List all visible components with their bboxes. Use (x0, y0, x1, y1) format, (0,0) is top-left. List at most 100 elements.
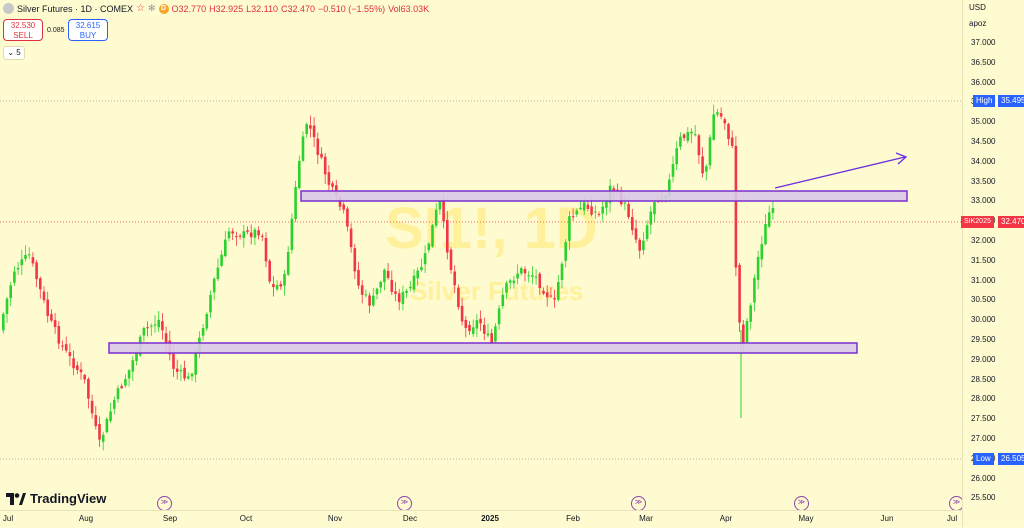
candle-body (2, 313, 5, 331)
candle-body (305, 124, 308, 135)
candle-body (675, 148, 678, 165)
candle-body (497, 308, 501, 325)
jump-icon[interactable]: ≫ (157, 496, 172, 510)
sell-button[interactable]: 32.530 SELL (3, 19, 43, 41)
candle-body (331, 183, 334, 187)
price-axis[interactable]: USD apoz 37.00036.50036.00035.50035.0003… (961, 0, 1024, 527)
jump-icon[interactable]: ≫ (397, 496, 412, 510)
candle-body (397, 293, 401, 303)
candle-body (390, 279, 394, 292)
price-tick-label: 27.500 (971, 414, 996, 424)
chart-area[interactable]: SI1!, 1D Silver Futures Silver Futures ·… (0, 0, 962, 510)
time-axis[interactable]: Jul Aug Sep Oct Nov Dec 2025 Feb Mar Apr May Jun Jul (0, 510, 962, 528)
candle-body (601, 206, 604, 214)
candle-body (290, 218, 294, 250)
ohlc-close: C32.470 (280, 3, 316, 14)
candle-body (61, 345, 64, 347)
buy-price: 32.615 (75, 21, 101, 30)
candle-body (412, 275, 416, 290)
ohlc-high: H32.925 (209, 3, 244, 14)
candle-body (224, 239, 227, 257)
last-price-tag: 32.470 (998, 216, 1024, 228)
candle-body (553, 297, 556, 300)
price-tick-label: 28.500 (971, 374, 996, 384)
price-tick-label: 33.500 (971, 176, 996, 186)
candle-body (712, 114, 715, 140)
time-tick-label: Nov (327, 514, 343, 523)
candle-body (272, 284, 275, 288)
candle-body (420, 267, 423, 270)
candle-body (172, 353, 175, 369)
symbol-title[interactable]: Silver Futures · 1D · COMEX (17, 3, 134, 14)
candle-body (727, 123, 730, 140)
candle-body (64, 344, 68, 351)
candle-body (90, 400, 94, 414)
time-tick-label: Jul (946, 514, 958, 523)
candle-body (745, 321, 749, 343)
candle-body (5, 298, 9, 314)
candle-body (212, 278, 216, 293)
candle-body (346, 208, 349, 227)
candle-body (216, 267, 220, 280)
candle-body (723, 119, 727, 124)
delayed-badge[interactable]: D (158, 3, 169, 14)
candle-body (268, 260, 271, 282)
candle-body (730, 137, 734, 147)
candle-body (238, 235, 242, 237)
candle-body (46, 299, 49, 316)
price-tick-label: 34.000 (971, 156, 996, 166)
candle-body (113, 399, 116, 409)
candle-body (760, 244, 764, 260)
high-tag-label: High (973, 95, 996, 107)
candle-body (468, 324, 471, 332)
price-tick-label: 28.000 (971, 394, 996, 404)
candle-body (734, 145, 738, 268)
candle-body (109, 411, 112, 421)
candle-body (35, 262, 38, 280)
jump-icon[interactable]: ≫ (794, 496, 809, 510)
jump-icon[interactable]: ≫ (949, 496, 962, 510)
indicators-toggle[interactable]: ⌄ 5 (3, 46, 25, 60)
candle-body (442, 201, 445, 222)
candle-body (105, 418, 109, 433)
time-tick-label: Jun (880, 514, 894, 523)
resistance-zone (300, 190, 908, 202)
candle-body (438, 201, 442, 210)
price-plot[interactable] (0, 0, 962, 510)
scale-mode[interactable]: apoz (969, 19, 987, 28)
candle-body (457, 287, 460, 308)
price-tick-label: 30.500 (971, 295, 996, 305)
candle-body (501, 294, 505, 307)
snowflake-icon: ✻ (148, 3, 156, 13)
candle-body (279, 284, 283, 287)
candle-body (320, 153, 323, 158)
candle-body (357, 269, 360, 286)
star-icon[interactable]: ☆ (136, 3, 145, 14)
time-tick-label: Sep (162, 514, 178, 523)
buy-button[interactable]: 32.615 BUY (68, 19, 108, 41)
candle-body (523, 269, 527, 274)
candle-body (749, 305, 752, 322)
candle-body (486, 333, 490, 336)
currency-selector[interactable]: USD (969, 3, 986, 12)
price-tick-label: 33.000 (971, 196, 996, 206)
candle-body (179, 369, 183, 372)
candle-body (13, 271, 16, 283)
candle-body (257, 230, 260, 236)
candle-body (53, 320, 57, 328)
ohlc-open: O32.770 (171, 3, 207, 14)
price-tick-label: 31.500 (971, 255, 996, 265)
time-tick-label: Jul (2, 514, 14, 523)
candle-body (76, 365, 79, 371)
jump-icon[interactable]: ≫ (631, 496, 646, 510)
candle-body (98, 424, 101, 440)
candle-body (405, 290, 408, 293)
candle-body (338, 197, 342, 207)
candle-body (653, 202, 656, 215)
support-zone (108, 342, 858, 354)
trend-arrow (774, 156, 906, 189)
tradingview-logo[interactable]: TradingView (6, 491, 106, 506)
tradingview-logo-text: TradingView (30, 491, 107, 506)
candle-body (94, 415, 98, 427)
ohlc-change: −0.510 (−1.55%) (318, 3, 386, 14)
